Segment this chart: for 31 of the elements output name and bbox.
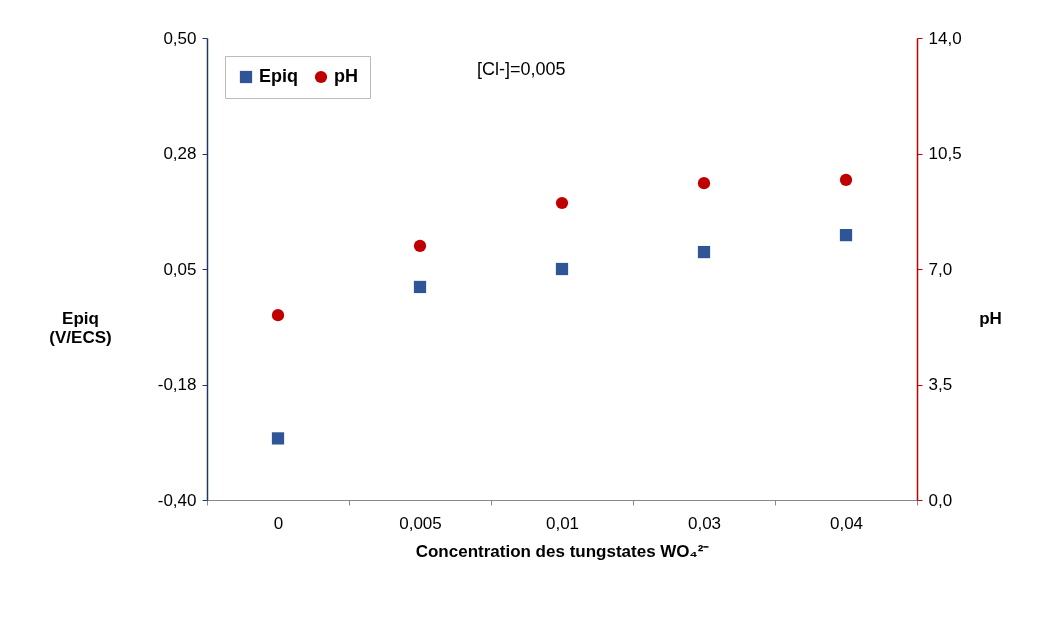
legend-label: Epiq	[259, 66, 298, 86]
point	[271, 309, 285, 322]
point	[697, 177, 711, 190]
annotation: [Cl-]=0,005	[477, 59, 566, 79]
x-tick-label: 0	[273, 513, 284, 533]
point	[413, 280, 427, 294]
y2-tick-label: 7,0	[928, 259, 953, 279]
x-axis-title: Concentration des tungstates WO₄²⁻	[415, 541, 710, 561]
y2-tick-label: 3,5	[928, 375, 953, 394]
y-tick-label: 0,05	[163, 259, 197, 279]
legend-label: pH	[334, 66, 358, 86]
y2-axis-title: pH	[979, 308, 1002, 328]
x-tick-label: 0,005	[399, 513, 442, 533]
point	[839, 173, 853, 187]
point	[413, 239, 427, 253]
y2-tick-label: 14,0	[928, 28, 962, 48]
point	[555, 262, 569, 276]
point	[697, 245, 711, 259]
x-tick-label: 0,03	[687, 513, 722, 533]
x-tick-label: 0,01	[545, 513, 580, 533]
y-axis-title: Epiq (V/ECS)	[49, 308, 112, 347]
x-tick-label: 0,04	[829, 513, 864, 533]
y-tick-label: 0,50	[163, 28, 197, 48]
point	[839, 229, 853, 242]
y-tick-label: -0,18	[157, 375, 197, 394]
y2-tick-label: 10,5	[928, 144, 962, 163]
y-tick-label: -0,40	[157, 490, 197, 510]
y-tick-label: 0,28	[163, 144, 197, 163]
point	[555, 196, 569, 210]
y2-tick-label: 0,0	[928, 490, 953, 510]
point	[271, 432, 285, 445]
